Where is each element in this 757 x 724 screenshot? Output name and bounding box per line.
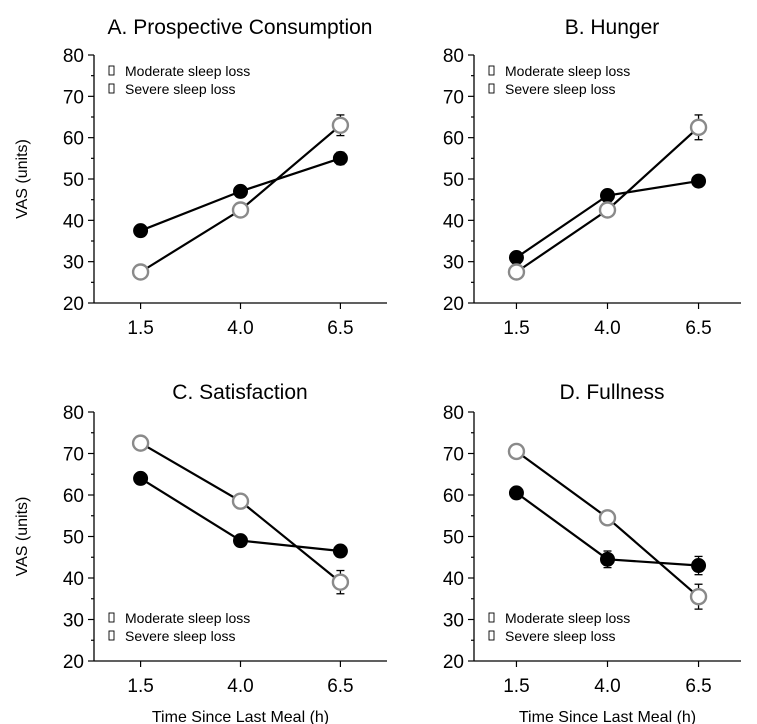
data-point-severe — [507, 263, 526, 281]
chart-title: A. Prospective Consumption — [108, 16, 373, 39]
legend-label: Moderate sleep loss — [505, 610, 630, 626]
y-axis-label: VAS (units) — [14, 497, 31, 577]
y-tick-label: 70 — [443, 445, 464, 466]
x-tick-label: 1.5 — [503, 676, 529, 697]
data-point-moderate — [691, 173, 707, 189]
y-tick-label: 70 — [63, 445, 84, 466]
x-tick-label: 6.5 — [327, 318, 353, 339]
data-point-moderate — [508, 485, 524, 501]
y-tick-label: 50 — [443, 528, 464, 549]
data-point-moderate — [332, 150, 348, 166]
chart-title: C. Satisfaction — [172, 381, 307, 404]
chart-panel: D. Fullness 20 30 40 50 60 70 80 1.5 4.0 6.5 Time S… — [443, 381, 741, 724]
data-point-moderate — [600, 551, 615, 567]
x-axis-label: Time Since Last Meal (h) — [519, 709, 696, 724]
data-point-severe — [231, 201, 250, 219]
chart-title: B. Hunger — [565, 16, 660, 39]
data-point-moderate — [508, 250, 524, 266]
data-point-severe — [131, 263, 150, 281]
data-point-moderate — [133, 223, 149, 239]
x-tick-label: 6.5 — [685, 676, 711, 697]
y-tick-label: 20 — [63, 294, 84, 315]
legend-label: Severe sleep loss — [125, 81, 236, 97]
y-tick-label: 70 — [63, 87, 84, 108]
legend-marker-icon — [108, 83, 115, 94]
legend-label: Severe sleep loss — [125, 628, 236, 644]
y-tick-label: 30 — [63, 611, 84, 632]
x-tick-label: 4.0 — [594, 676, 620, 697]
data-point-severe — [689, 587, 708, 606]
x-tick-label: 1.5 — [503, 318, 529, 339]
y-tick-label: 70 — [443, 87, 464, 108]
legend-marker-icon — [108, 612, 115, 623]
data-point-severe — [331, 573, 350, 591]
data-point-moderate — [133, 470, 149, 486]
chart-panel: C. Satisfaction 20 30 40 50 60 70 80 1.5 4.0 6.5 VA… — [14, 381, 387, 724]
x-axis-label: Time Since Last Meal (h) — [152, 709, 329, 724]
y-tick-label: 80 — [443, 403, 464, 424]
y-tick-label: 30 — [443, 253, 464, 274]
y-axis-label: VAS (units) — [14, 139, 31, 219]
data-point-moderate — [600, 188, 615, 204]
x-tick-label: 1.5 — [127, 318, 153, 339]
legend-marker-icon — [108, 65, 115, 76]
y-tick-label: 60 — [443, 486, 464, 507]
chart-panel: A. Prospective Consumption 20 30 40 50 60 70 80… — [14, 16, 387, 339]
y-tick-label: 40 — [443, 211, 464, 232]
data-point-moderate — [233, 533, 248, 549]
y-tick-label: 20 — [443, 294, 464, 315]
data-point-moderate — [332, 543, 348, 559]
y-tick-label: 80 — [63, 403, 84, 424]
x-tick-label: 4.0 — [594, 318, 620, 339]
data-point-severe — [689, 118, 708, 137]
x-tick-label: 4.0 — [227, 676, 253, 697]
data-point-moderate — [691, 558, 707, 574]
legend-marker-icon — [488, 612, 495, 623]
chart-title: D. Fullness — [559, 381, 664, 404]
y-tick-label: 60 — [63, 129, 84, 150]
data-point-moderate — [233, 183, 248, 199]
y-tick-label: 20 — [443, 652, 464, 673]
x-tick-label: 6.5 — [327, 676, 353, 697]
data-point-severe — [331, 116, 350, 134]
y-tick-label: 40 — [63, 569, 84, 590]
legend-marker-icon — [108, 630, 115, 641]
y-tick-label: 30 — [443, 611, 464, 632]
x-tick-label: 1.5 — [127, 676, 153, 697]
y-tick-label: 80 — [63, 46, 84, 67]
legend-label: Severe sleep loss — [505, 81, 616, 97]
x-tick-label: 6.5 — [685, 318, 711, 339]
data-point-severe — [598, 509, 617, 527]
y-tick-label: 30 — [63, 253, 84, 274]
legend-marker-icon — [488, 83, 495, 94]
series-line-severe — [140, 442, 342, 583]
chart-panel: B. Hunger 20 30 40 50 60 70 80 1.5 4.0 6.5 Moderate… — [443, 16, 741, 339]
legend-marker-icon — [488, 65, 495, 76]
y-tick-label: 80 — [443, 46, 464, 67]
legend-label: Severe sleep loss — [505, 628, 616, 644]
y-tick-label: 40 — [443, 569, 464, 590]
y-tick-label: 20 — [63, 652, 84, 673]
legend-label: Moderate sleep loss — [125, 63, 250, 79]
data-point-severe — [598, 201, 617, 219]
y-tick-label: 50 — [443, 170, 464, 191]
y-tick-label: 40 — [63, 211, 84, 232]
legend-label: Moderate sleep loss — [125, 610, 250, 626]
x-tick-label: 4.0 — [227, 318, 253, 339]
legend-label: Moderate sleep loss — [505, 63, 630, 79]
y-tick-label: 50 — [63, 170, 84, 191]
y-tick-label: 60 — [443, 129, 464, 150]
y-tick-label: 50 — [63, 528, 84, 549]
data-point-severe — [131, 434, 150, 452]
legend-marker-icon — [488, 630, 495, 641]
data-point-severe — [231, 492, 250, 510]
y-tick-label: 60 — [63, 486, 84, 507]
data-point-severe — [507, 442, 526, 461]
